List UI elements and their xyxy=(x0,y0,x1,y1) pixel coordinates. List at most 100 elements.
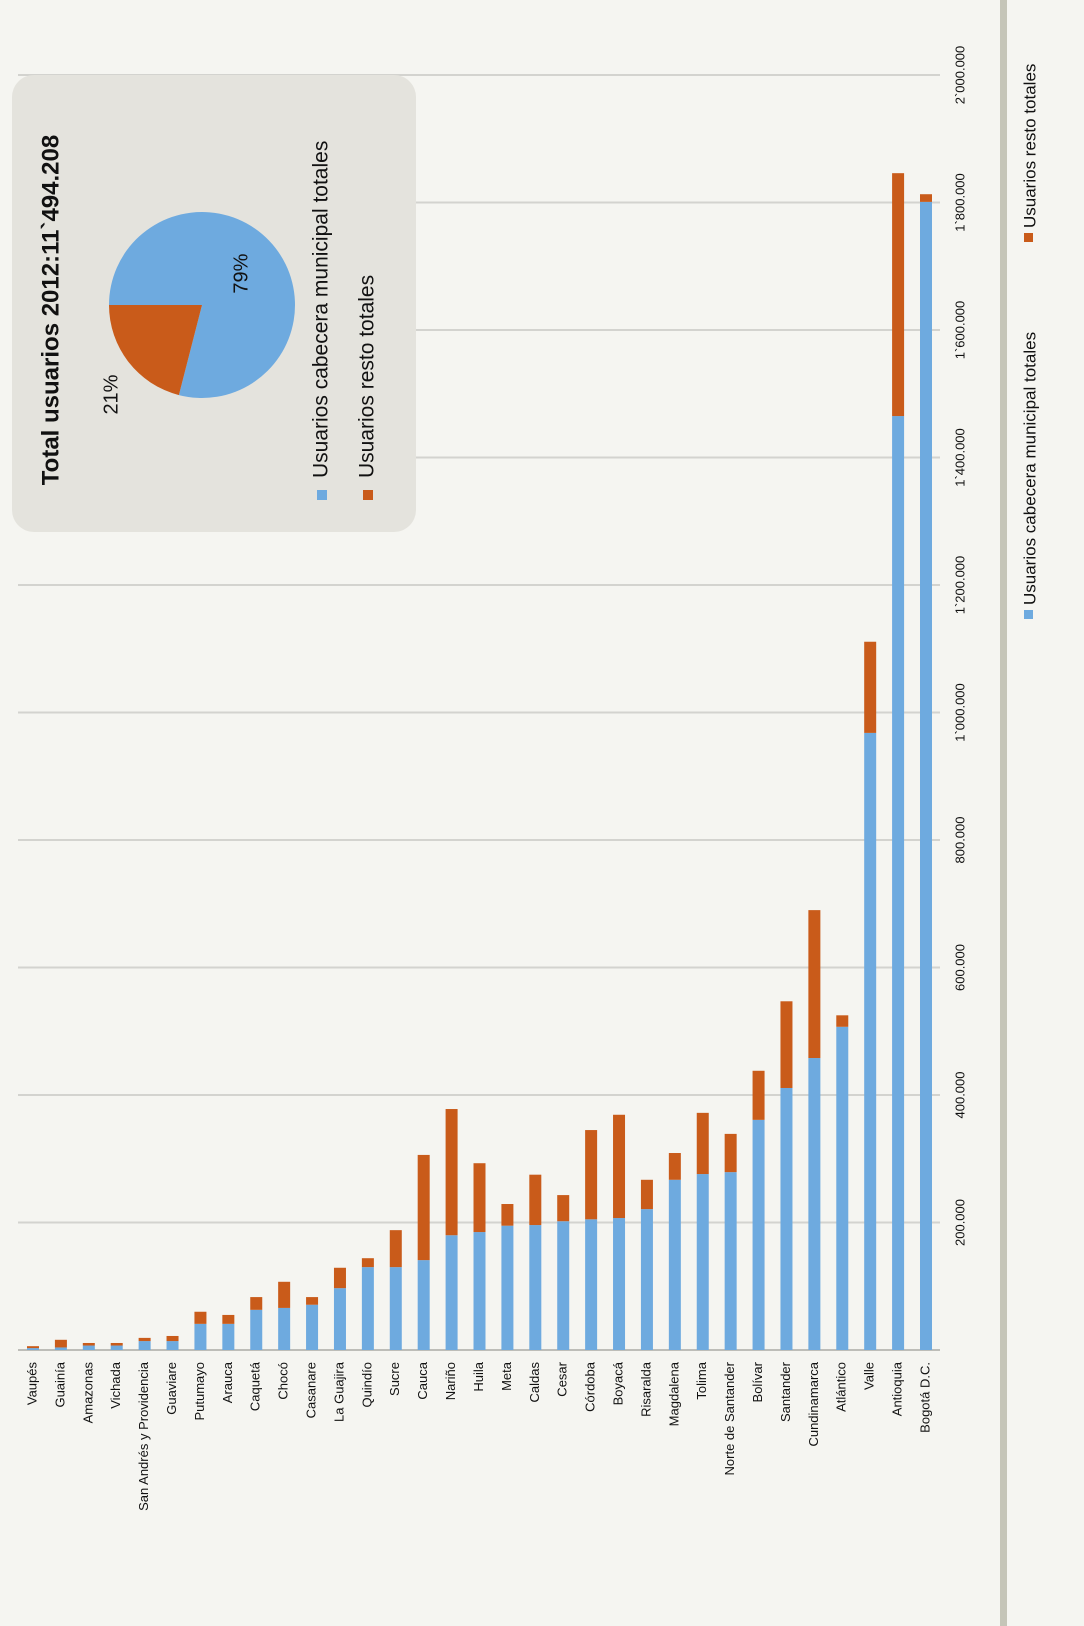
y-tick-label: 1`000.000 xyxy=(952,683,967,742)
pie-slice xyxy=(109,305,202,396)
bar-segment xyxy=(780,1001,793,1088)
bar-segment xyxy=(473,1232,486,1350)
pie-value-label: 79% xyxy=(231,253,253,293)
y-tick-label: 800.000 xyxy=(952,817,967,864)
y-tick-label: 2`000.000 xyxy=(952,46,967,105)
bar-segment xyxy=(82,1342,95,1346)
x-tick-label: Atlántico xyxy=(834,1362,849,1412)
x-tick-label: Casanare xyxy=(304,1362,319,1418)
x-tick-label: Vaupés xyxy=(24,1362,39,1406)
bar-segment xyxy=(473,1163,486,1233)
legend-label: Usuarios cabecera municipal totales xyxy=(310,141,333,478)
x-tick-label: Huila xyxy=(471,1361,486,1391)
legend-label: Usuarios resto totales xyxy=(1020,64,1039,228)
bar-segment xyxy=(389,1267,402,1350)
bar-segment xyxy=(333,1288,346,1350)
y-tick-label: 1`200.000 xyxy=(952,556,967,615)
pie-value-label: 21% xyxy=(101,374,123,414)
bar-segment xyxy=(920,194,932,202)
bar-segment xyxy=(138,1337,151,1342)
bar-segment xyxy=(529,1174,542,1226)
x-tick-label: Magdalena xyxy=(666,1361,681,1426)
bar-segment xyxy=(166,1341,179,1350)
legend-label: Usuarios cabecera municipal totales xyxy=(1020,332,1039,605)
frame-bar xyxy=(1000,0,1007,1626)
bar-segment xyxy=(780,1087,793,1350)
pie-inset: Total usuarios 2012:11`494.208 79% 21% Usua… xyxy=(12,75,416,532)
x-tick-label: Cauca xyxy=(415,1361,430,1399)
bar-segment xyxy=(222,1314,235,1324)
bar-segment xyxy=(724,1133,737,1173)
x-tick-label: Putumayo xyxy=(192,1362,207,1421)
bar-segment xyxy=(27,1348,39,1350)
bar-segment xyxy=(724,1172,737,1350)
x-tick-label: Risaralda xyxy=(638,1361,653,1417)
bar-segment xyxy=(668,1153,681,1180)
bar-segment xyxy=(892,173,905,417)
bar-segment xyxy=(920,201,932,1350)
x-tick-label: Santander xyxy=(778,1361,793,1422)
x-tick-label: Caquetá xyxy=(248,1361,263,1411)
bar-segment xyxy=(640,1209,653,1350)
x-tick-label: Arauca xyxy=(220,1361,235,1403)
bar-segment xyxy=(27,1346,39,1349)
bar-segment xyxy=(668,1179,681,1350)
bar-segment xyxy=(306,1304,319,1350)
bar-segment xyxy=(892,416,905,1350)
x-tick-label: Meta xyxy=(499,1361,514,1391)
bar-segment xyxy=(696,1174,709,1350)
plot-area: 200.000 400.000 600.000 800.000 1`000.000 1`2… xyxy=(18,46,1039,1511)
legend-swatch xyxy=(1024,610,1033,619)
bar-segment xyxy=(54,1347,67,1350)
bar-segment xyxy=(501,1204,514,1226)
x-tick-label: Norte de Santander xyxy=(722,1361,737,1475)
y-tick-label: 1`400.000 xyxy=(952,428,967,487)
bar-segment xyxy=(864,641,877,733)
y-tick-label: 1`800.000 xyxy=(952,173,967,232)
y-tick-label: 600.000 xyxy=(952,944,967,991)
bar-segment xyxy=(194,1323,207,1350)
bar-segment xyxy=(306,1297,319,1305)
x-tick-label: Amazonas xyxy=(80,1362,95,1424)
bar-segment xyxy=(836,1026,849,1350)
x-tick-label: Guaviare xyxy=(164,1362,179,1415)
x-tick-label: Vichada xyxy=(108,1361,123,1409)
bar-segment xyxy=(585,1130,598,1220)
bar-segment xyxy=(110,1345,123,1350)
bar-segment xyxy=(808,910,821,1059)
bar-segment xyxy=(194,1311,207,1324)
bar-segment xyxy=(250,1309,263,1350)
bar-segment xyxy=(389,1230,402,1268)
x-tick-label: Tolima xyxy=(694,1361,709,1399)
y-tick-label: 1`600.000 xyxy=(952,301,967,360)
bar-segment xyxy=(864,732,877,1350)
legend-label: Usuarios resto totales xyxy=(356,275,379,478)
x-tick-label: Caldas xyxy=(527,1362,542,1403)
bar-segment xyxy=(361,1258,374,1268)
bar-segment xyxy=(417,1260,430,1350)
legend-swatch xyxy=(363,490,373,500)
x-tick-label: Cesar xyxy=(555,1361,570,1396)
bar-segment xyxy=(278,1281,291,1308)
legend-swatch xyxy=(317,490,327,500)
bar-segment xyxy=(250,1297,263,1310)
x-tick-label: Bolívar xyxy=(750,1361,765,1402)
pie-slice xyxy=(109,212,295,399)
y-tick-label: 200.000 xyxy=(952,1199,967,1246)
bar-segment xyxy=(278,1307,291,1350)
bar-segment xyxy=(752,1119,765,1350)
bar-segment xyxy=(557,1221,570,1350)
bar-segment xyxy=(696,1112,709,1175)
bar-segment xyxy=(166,1335,179,1342)
x-tick-label: Bogotá D.C. xyxy=(917,1362,932,1433)
pie-title: Total usuarios 2012:11`494.208 xyxy=(37,135,64,485)
bar-segment xyxy=(613,1218,626,1350)
bar-segment xyxy=(640,1179,653,1210)
bar-segment xyxy=(445,1235,458,1350)
bar-segment xyxy=(110,1342,123,1346)
bar-segment xyxy=(613,1114,626,1219)
y-tick-label: 400.000 xyxy=(952,1072,967,1119)
bar-segment xyxy=(501,1225,514,1350)
x-tick-label: Guainía xyxy=(52,1361,67,1407)
